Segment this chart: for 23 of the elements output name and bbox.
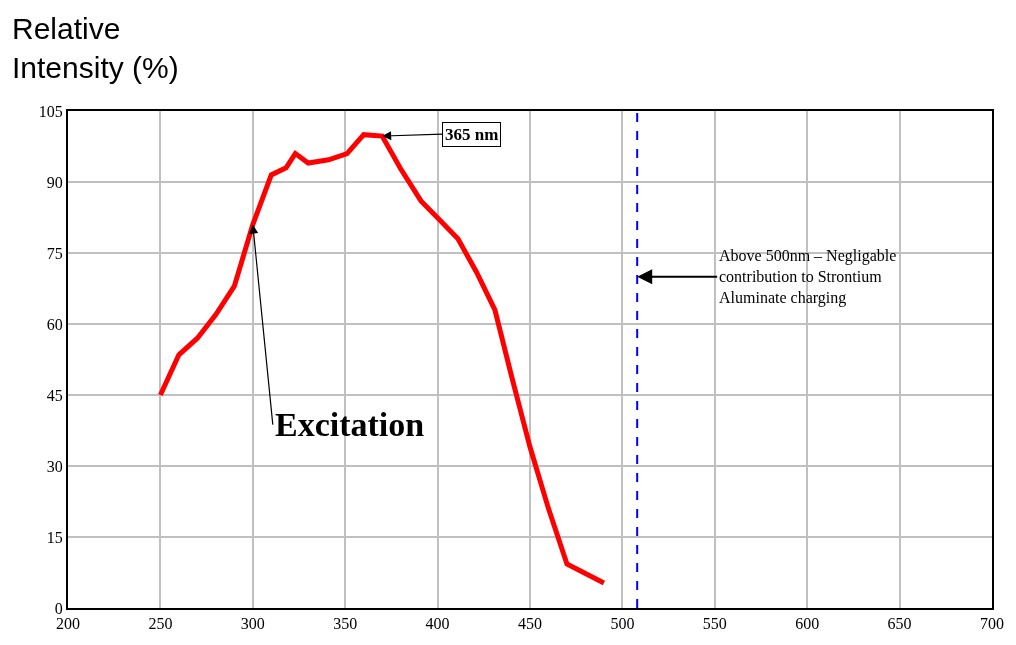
y-tick-label: 45 [46, 386, 63, 404]
y-tick-label: 0 [54, 599, 63, 617]
x-tick-label: 500 [610, 615, 635, 633]
annotation: 365 nm [445, 125, 499, 144]
x-tick-label: 300 [240, 615, 265, 633]
ref-line-label: Above 500nm – Negligable contribution to Strontium Aluminate charging [719, 247, 897, 307]
x-tick-label: 200 [56, 615, 80, 633]
x-tick-label: 550 [702, 615, 727, 633]
y-tick-label: 105 [38, 102, 63, 120]
x-tick-label: 400 [425, 615, 450, 633]
x-tick-label: 350 [333, 615, 358, 633]
y-tick-label: 90 [46, 173, 63, 191]
x-tick-label: 650 [887, 615, 912, 633]
x-tick-label: 250 [148, 615, 173, 633]
x-tick-label: 600 [795, 615, 820, 633]
x-tick-label: 450 [518, 615, 542, 633]
y-axis-title: Relative Intensity (%) [12, 12, 179, 84]
y-tick-label: 75 [46, 244, 63, 262]
annotation: Excitation [275, 406, 425, 443]
y-tick-label: 60 [46, 315, 63, 333]
y-tick-label: 15 [46, 528, 63, 546]
x-tick-label: 700 [980, 615, 1004, 633]
y-tick-label: 30 [46, 457, 63, 475]
